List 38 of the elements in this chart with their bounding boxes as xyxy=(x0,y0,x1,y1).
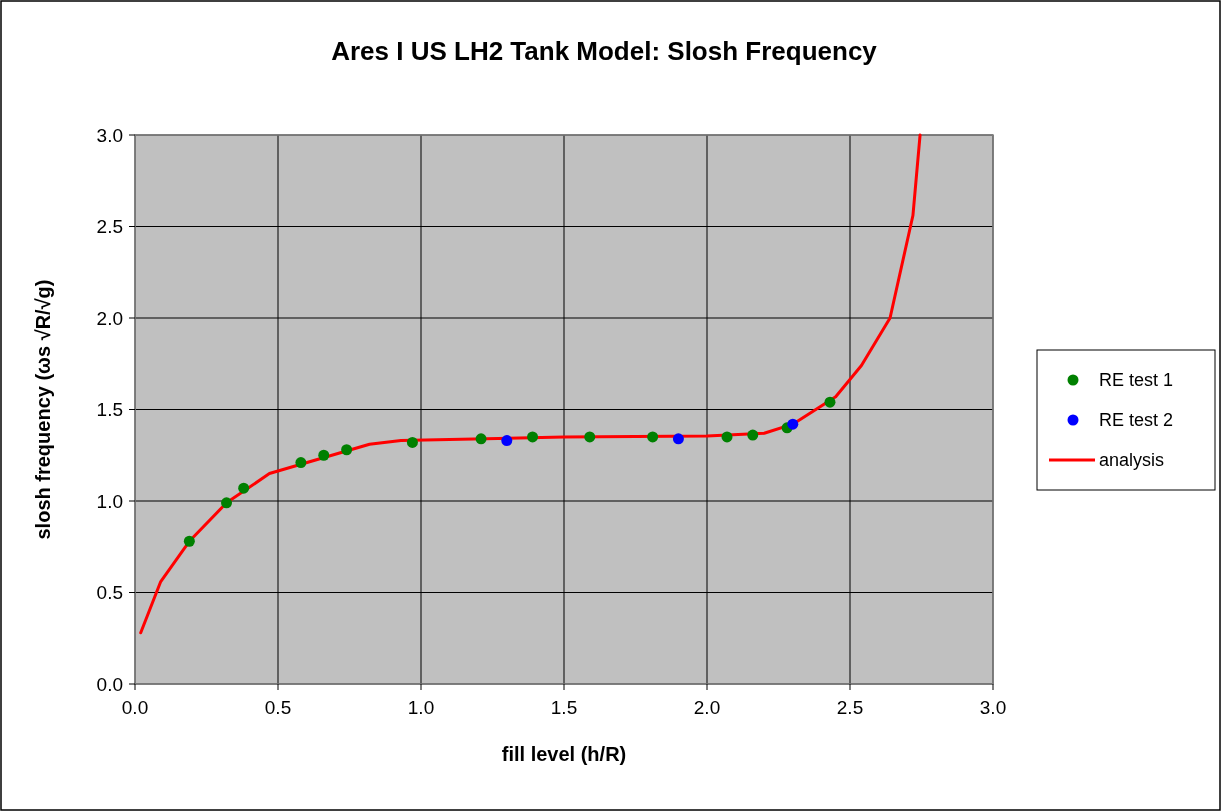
x-axis-title: fill level (h/R) xyxy=(501,743,627,765)
point xyxy=(406,436,418,448)
y-axis-title: slosh frequency (ωs √R/√g) xyxy=(32,279,54,540)
x-tick-label: 0.0 xyxy=(121,697,149,718)
point xyxy=(747,429,759,441)
point xyxy=(318,449,330,461)
line-series xyxy=(139,133,922,635)
x-tick-label: 1.5 xyxy=(550,697,578,718)
point xyxy=(221,497,233,509)
x-tick-label: 0.5 xyxy=(264,697,292,718)
chart-title: Ares I US LH2 Tank Model: Slosh Frequency xyxy=(331,36,878,66)
point xyxy=(527,431,539,443)
legend-label: RE test 2 xyxy=(1099,410,1174,431)
x-tick-label: 2.0 xyxy=(693,697,721,718)
point xyxy=(647,431,659,443)
y-tick-label: 1.0 xyxy=(96,490,123,512)
y-tick-label: 0.0 xyxy=(96,673,123,695)
point xyxy=(672,433,684,445)
x-tick-label: 1.0 xyxy=(407,697,435,718)
x-tick-label: 2.5 xyxy=(836,697,864,718)
point xyxy=(295,457,307,469)
y-tick-label: 1.5 xyxy=(96,399,123,421)
x-tick-label: 3.0 xyxy=(979,697,1007,718)
y-tick-label: 2.5 xyxy=(96,216,123,238)
legend-label: analysis xyxy=(1099,450,1165,471)
point xyxy=(238,482,250,494)
point xyxy=(501,435,513,447)
point xyxy=(341,444,353,456)
point xyxy=(183,535,195,547)
y-tick-label: 0.5 xyxy=(96,582,123,604)
point xyxy=(721,431,733,443)
point xyxy=(584,431,596,443)
y-tick-label: 2.0 xyxy=(96,307,123,329)
point xyxy=(824,396,836,408)
point xyxy=(787,418,799,430)
point xyxy=(475,433,487,445)
legend-label: RE test 1 xyxy=(1099,370,1174,391)
y-tick-label: 3.0 xyxy=(96,124,123,146)
